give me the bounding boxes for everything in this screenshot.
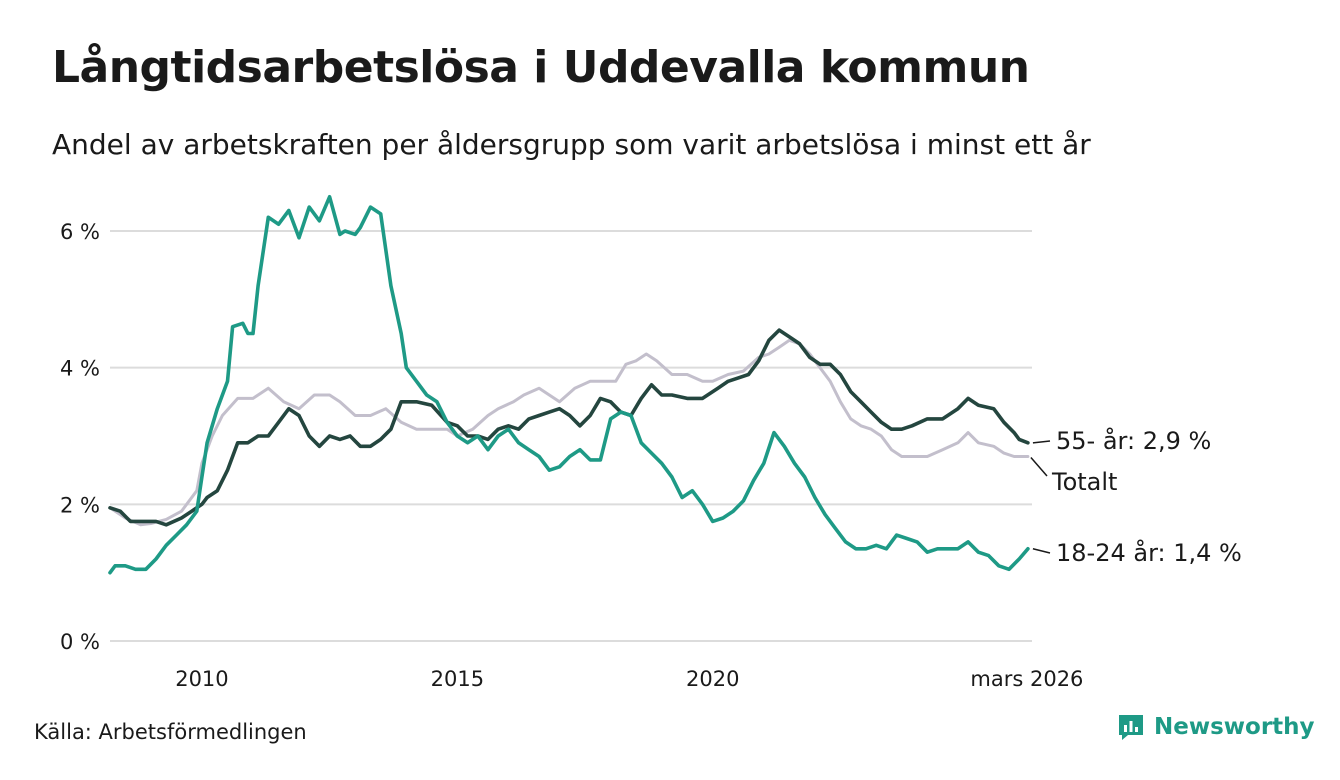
series-line-youth [108, 195, 1030, 575]
x-tick-label: mars 2026 [970, 667, 1083, 691]
end-label-senior: 55- år: 2,9 % [1056, 426, 1211, 455]
chart-title: Långtidsarbetslösa i Uddevalla kommun [52, 42, 1030, 93]
y-tick-label: 4 % [60, 357, 100, 381]
series-lines [108, 195, 1030, 575]
end-label-total: Totalt [1051, 468, 1117, 496]
chart-subtitle: Andel av arbetskraften per åldersgrupp s… [52, 128, 1091, 161]
y-tick-label: 6 % [60, 220, 100, 244]
x-axis-ticks: 2010 2015 2020 mars 2026 [175, 667, 1083, 691]
series-line-total [108, 338, 1030, 527]
series-line-senior [108, 328, 1030, 527]
leader-line-youth [1032, 548, 1051, 554]
brand-logo: Newsworthy [1116, 712, 1315, 742]
y-tick-label: 0 % [60, 630, 100, 654]
x-tick-label: 2020 [686, 667, 739, 691]
newsworthy-logo-icon [1119, 715, 1143, 740]
end-label-youth: 18-24 år: 1,4 % [1056, 538, 1242, 567]
brand-name: Newsworthy [1154, 714, 1315, 740]
leader-line-total [1030, 457, 1048, 477]
leader-line-senior [1032, 440, 1051, 444]
x-tick-label: 2015 [431, 667, 484, 691]
y-tick-label: 2 % [60, 493, 100, 517]
y-axis-ticks: 0 % 2 % 4 % 6 % [60, 220, 100, 654]
gridlines [110, 230, 1032, 642]
series-end-labels: Totalt 55- år: 2,9 % 18-24 år: 1,4 % [1030, 426, 1242, 567]
source-note: Källa: Arbetsförmedlingen [34, 720, 307, 744]
x-tick-label: 2010 [175, 667, 228, 691]
